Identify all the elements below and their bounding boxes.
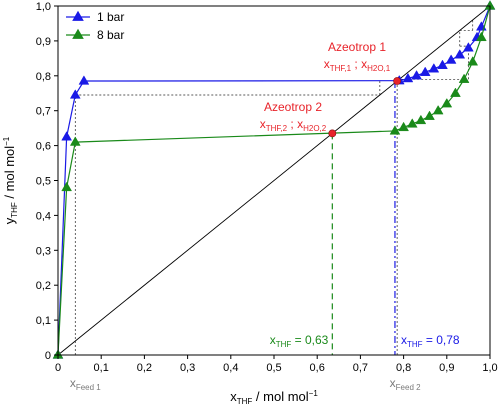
series-1-point-8 — [432, 104, 444, 115]
y-tick-label-8: 0,8 — [36, 71, 51, 83]
series-1-point-11 — [458, 73, 470, 83]
legend-marker-8bar — [72, 28, 84, 39]
xthf-078-label: xTHF = 0,78 — [401, 333, 460, 349]
y-tick-label-3: 0,3 — [36, 245, 51, 257]
y-tick-label-4: 0,4 — [36, 210, 51, 222]
diagonal-layer — [57, 5, 491, 356]
y-tick-label-6: 0,6 — [36, 141, 51, 153]
series-0-point-1 — [61, 131, 73, 141]
series-0-point-3 — [78, 75, 90, 85]
x-tick-label-1: 0,1 — [94, 362, 109, 374]
legend-marker-1bar — [72, 10, 84, 21]
series-1-point-4 — [398, 121, 409, 132]
azeotrope-1-point — [393, 77, 402, 85]
y-tick-label-1: 0,1 — [36, 315, 51, 327]
series-1-point-1 — [61, 181, 73, 192]
series-1-point-5 — [406, 118, 418, 128]
diagonal-line — [57, 5, 491, 356]
series-1-point-13 — [475, 31, 487, 42]
series-layer — [52, 0, 496, 359]
y-tick-label-7: 0,7 — [36, 106, 51, 118]
series-0-point-11 — [454, 49, 466, 59]
feed-2-label: xFeed 2 — [390, 376, 421, 392]
azeotrope-2-title: Azeotrop 2 — [264, 100, 322, 114]
x-tick-label-9: 0,9 — [439, 362, 454, 374]
y-tick-label-0: 0 — [45, 350, 51, 362]
legend-label-8bar: 8 bar — [97, 28, 124, 42]
series-0-point-8 — [428, 63, 440, 73]
series-line-0 — [57, 5, 491, 356]
mccabe-thiele-guides — [74, 19, 474, 355]
y-tick-label-9: 0,9 — [36, 36, 51, 48]
ticks-layer: 0 0,1 0,2 0,3 0,4 0,5 0,6 0,7 0,8 0,9 1,0 0 0,1 0,2 0,… — [36, 1, 498, 374]
y-tick-label-10: 1,0 — [36, 1, 51, 13]
series-0-point-2 — [69, 89, 81, 99]
azeotrope-2-composition-label: xTHF,2 ; xH2O,2 — [260, 117, 327, 133]
series-0-point-12 — [463, 42, 474, 52]
series-1-point-3 — [389, 125, 401, 135]
vertical-markers-layer — [331, 81, 396, 355]
x-tick-label-2: 0,2 — [137, 362, 152, 374]
azeotrope-1-title: Azeotrop 1 — [328, 40, 386, 54]
series-1-point-12 — [467, 56, 479, 66]
legend-label-1bar: 1 bar — [97, 10, 124, 24]
y-tick-label-5: 0,5 — [36, 176, 51, 188]
series-1-point-10 — [450, 87, 461, 97]
series-1-point-7 — [424, 110, 435, 120]
x-tick-label-8: 0,8 — [396, 362, 411, 374]
x-tick-label-0: 0 — [55, 362, 61, 374]
x-tick-label-10: 1,0 — [482, 362, 497, 374]
series-0-point-7 — [419, 66, 431, 76]
x-tick-label-5: 0,5 — [266, 362, 281, 374]
x-tick-label-4: 0,4 — [223, 362, 238, 374]
y-tick-label-2: 0,2 — [36, 280, 51, 292]
series-0-point-10 — [445, 54, 457, 64]
y-axis-title: yTHF / mol mol−1 — [2, 136, 19, 224]
x-tick-label-7: 0,7 — [353, 362, 368, 374]
legend: 1 bar 8 bar — [66, 10, 124, 42]
series-0-point-5 — [402, 72, 414, 83]
series-1-point-9 — [441, 98, 453, 108]
azeotrope-1-composition-label: xTHF,1 ; xH2O,1 — [324, 57, 391, 73]
xthf-063-label: xTHF = 0,63 — [270, 333, 329, 349]
series-0-point-9 — [437, 59, 448, 69]
azeotrope-2-point — [328, 129, 337, 138]
azeotrope-layer — [328, 77, 402, 138]
x-tick-label-6: 0,6 — [310, 362, 325, 374]
series-1-point-2 — [69, 136, 81, 146]
series-0-point-6 — [411, 70, 422, 80]
series-1-point-6 — [415, 114, 427, 125]
x-axis-title: xTHF / mol mol−1 — [230, 389, 318, 406]
x-tick-label-3: 0,3 — [180, 362, 195, 374]
feed-1-label: xFeed 1 — [70, 376, 101, 392]
